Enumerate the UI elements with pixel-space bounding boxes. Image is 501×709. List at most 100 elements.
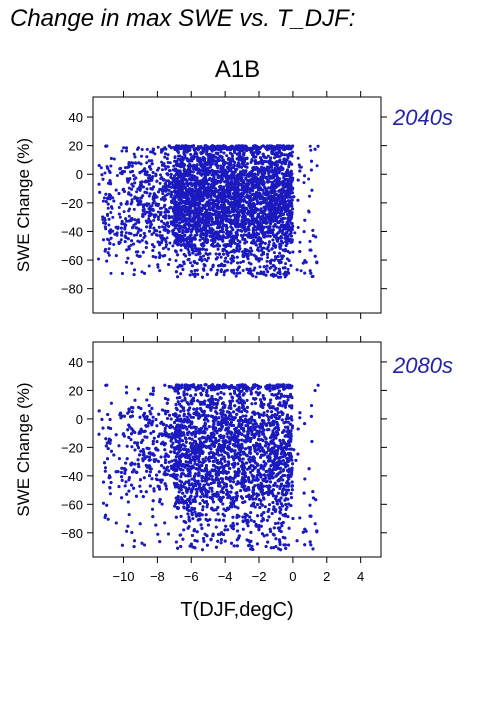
- scatter-point: [176, 253, 180, 257]
- scatter-point: [154, 255, 158, 259]
- scatter-point: [302, 181, 306, 185]
- scatter-point: [233, 149, 236, 153]
- scatter-point: [174, 163, 178, 166]
- scatter-point: [145, 147, 149, 151]
- scatter-point: [156, 145, 160, 149]
- scatter-point: [160, 160, 164, 164]
- scatter-point: [144, 240, 148, 244]
- scatter-point: [112, 243, 116, 246]
- scatter-point: [260, 165, 263, 169]
- scatter-point: [301, 261, 305, 265]
- scatter-point: [267, 249, 271, 253]
- scatter-point: [161, 192, 165, 196]
- scatter-point: [140, 238, 144, 242]
- scatter-point: [224, 236, 228, 240]
- scatter-point: [242, 181, 246, 185]
- scatter-point: [150, 159, 154, 163]
- scatter-point: [158, 181, 162, 185]
- scatter-point: [222, 273, 226, 277]
- scatter-point: [107, 247, 111, 251]
- scatter-point: [170, 186, 174, 189]
- scatter-point: [161, 148, 165, 152]
- scatter-point: [202, 254, 205, 258]
- scatter-point: [245, 201, 249, 205]
- scatter-point: [225, 154, 229, 158]
- scatter-point: [165, 236, 169, 240]
- scatter-point: [290, 238, 294, 242]
- panel-label-2080s: 2080s: [393, 353, 453, 378]
- scatter-point: [268, 259, 272, 263]
- scatter-point: [115, 174, 119, 177]
- scatter-point: [195, 261, 199, 265]
- scatter-point: [132, 207, 136, 211]
- scatter-point: [158, 269, 162, 273]
- scatter-point: [147, 182, 151, 186]
- scatter-point: [147, 194, 151, 198]
- scatter-point: [148, 192, 152, 196]
- scatter-point: [103, 216, 106, 220]
- scatter-point: [141, 194, 145, 198]
- scatter-point: [150, 232, 154, 236]
- scatter-point: [311, 228, 315, 232]
- scatter-point: [140, 148, 144, 151]
- scatter-point: [133, 161, 137, 165]
- scatter-point: [104, 192, 108, 196]
- scatter-point: [299, 269, 303, 273]
- scatter-point: [272, 251, 276, 255]
- chart-title: Change in max SWE vs. T_DJF:: [10, 5, 356, 32]
- scatter-point: [109, 271, 113, 275]
- scatter-point: [132, 233, 136, 237]
- scatter-point: [226, 254, 230, 257]
- scatter-point: [101, 199, 105, 203]
- scatter-point: [161, 225, 164, 229]
- scatter-point: [127, 214, 131, 218]
- scatter-point: [132, 177, 136, 181]
- scatter-point: [107, 223, 111, 227]
- scatter-point: [161, 168, 164, 172]
- scatter-point: [159, 206, 163, 210]
- scatter-point: [168, 258, 172, 261]
- scatter-point: [150, 204, 154, 208]
- scatter-point: [163, 194, 167, 198]
- scatter-point: [122, 146, 126, 150]
- scatter-point: [122, 210, 126, 214]
- scatter-point: [222, 252, 226, 256]
- scatter-point: [262, 270, 266, 274]
- scatter-point: [265, 259, 269, 263]
- scatter-point: [254, 275, 258, 279]
- scatter-point: [307, 177, 311, 181]
- scatter-point: [124, 231, 128, 235]
- scatter-point: [120, 149, 124, 153]
- scatter-point: [278, 270, 282, 274]
- scatter-point: [106, 212, 109, 216]
- scatter-point: [169, 205, 173, 209]
- scatter-point: [193, 207, 197, 211]
- scatter-point: [238, 271, 242, 275]
- scatter-point: [163, 155, 167, 159]
- scatter-point: [204, 248, 208, 252]
- scatter-point: [296, 198, 300, 202]
- scatter-point: [216, 247, 220, 251]
- scatter-point: [99, 166, 103, 170]
- scatter-point: [106, 206, 110, 210]
- scatter-point: [166, 231, 170, 235]
- scatter-point: [112, 157, 116, 161]
- scatter-point: [259, 270, 263, 274]
- scatter-point: [296, 178, 300, 182]
- scatter-point: [181, 228, 185, 232]
- scatter-point: [196, 272, 200, 276]
- scatter-point: [159, 177, 163, 181]
- scatter-point: [134, 250, 138, 254]
- scenario-title: A1B: [214, 56, 261, 83]
- scatter-point: [283, 275, 287, 279]
- scatter-point: [252, 268, 256, 272]
- scatter-point: [214, 273, 218, 277]
- scatter-point: [289, 231, 293, 235]
- scatter-point: [270, 165, 274, 169]
- scatter-point: [136, 146, 140, 150]
- scatter-point: [287, 165, 291, 169]
- scatter-point: [148, 229, 151, 233]
- scatter-point: [223, 269, 227, 273]
- scatter-point: [207, 182, 211, 186]
